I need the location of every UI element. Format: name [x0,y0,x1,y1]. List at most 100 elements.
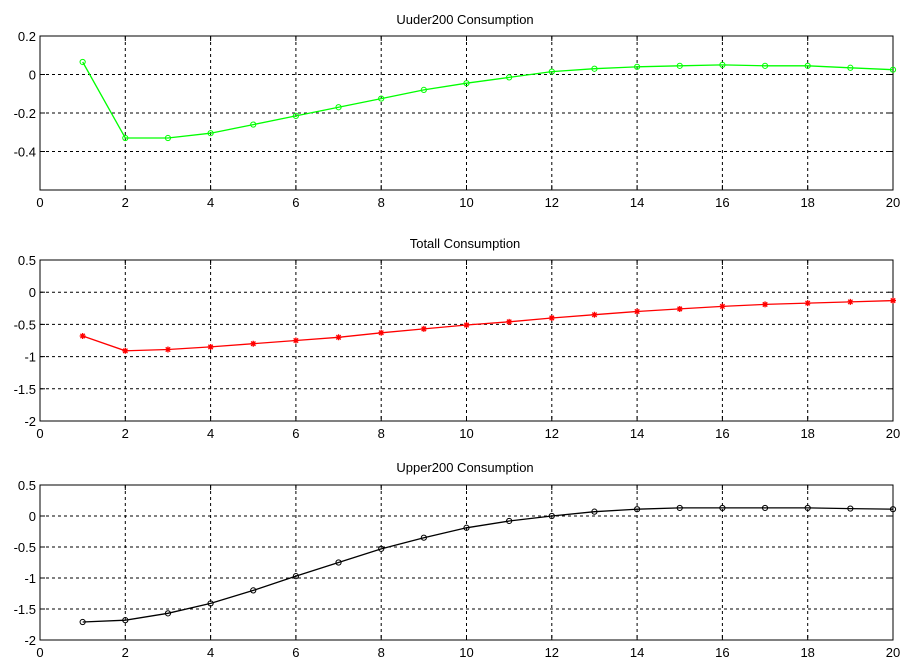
y-tick-label: -1.5 [14,602,36,617]
data-point [676,62,683,69]
data-point [761,504,769,512]
x-tick-label: 18 [800,195,814,210]
data-point [79,58,86,66]
data-point [420,86,427,94]
data-point [335,334,342,341]
y-tick-label: 0.5 [18,478,36,493]
x-tick-label: 4 [207,426,214,441]
x-tick-label: 4 [207,195,214,210]
data-point [804,62,811,69]
data-point [79,618,86,626]
y-tick-label: -1 [24,350,36,365]
data-point [463,80,470,87]
x-tick-label: 20 [886,426,900,441]
data-point [634,308,641,315]
data-point [164,134,172,142]
data-point [122,134,129,142]
y-tick-label: -2 [24,414,36,429]
y-tick-label: 0.2 [18,29,36,44]
chart-title: Upper200 Consumption [396,460,533,475]
data-point [292,573,299,580]
data-point [762,301,769,308]
x-tick-label: 4 [207,645,214,660]
data-point [207,130,214,137]
data-point [292,112,299,119]
x-tick-label: 16 [715,426,729,441]
x-tick-label: 18 [800,645,814,660]
x-tick-label: 2 [122,645,129,660]
x-tick-label: 8 [378,645,385,660]
x-tick-label: 2 [122,195,129,210]
data-point [506,74,513,81]
y-tick-label: -1.5 [14,382,36,397]
data-point [847,64,854,71]
data-point [463,322,470,329]
y-tick-label: 0 [29,68,36,83]
y-tick-label: -0.4 [14,145,36,160]
data-point [250,587,257,594]
x-tick-label: 2 [122,426,129,441]
data-point [847,298,854,305]
data-point [250,340,257,347]
x-tick-label: 14 [630,426,644,441]
data-point [634,506,641,513]
x-tick-label: 6 [292,195,299,210]
data-point [889,506,897,513]
data-point [164,346,171,353]
y-tick-label: 0 [29,509,36,524]
data-point [719,61,726,68]
data-point [548,314,555,321]
data-point [378,545,385,552]
data-point [676,305,683,312]
data-point [847,505,854,512]
x-tick-label: 10 [459,195,473,210]
data-point [804,504,811,512]
chart-uuder200-consumption: Uuder200 Consumption 0 2 4 6 8 10 12 14 16 18 20 -0… [14,12,901,210]
x-tick-label: 16 [715,195,729,210]
data-point [506,318,513,325]
x-tick-label: 0 [36,645,43,660]
x-tick-label: 14 [630,645,644,660]
x-tick-label: 8 [378,426,385,441]
data-point [207,600,214,607]
x-tick-label: 10 [459,645,473,660]
x-tick-label: 10 [459,426,473,441]
chart-title: Uuder200 Consumption [396,12,533,27]
x-tick-label: 20 [886,645,900,660]
data-point [548,68,555,75]
x-tick-label: 14 [630,195,644,210]
data-point [591,508,598,515]
data-point [890,297,896,304]
data-point [420,325,427,332]
x-tick-label: 12 [545,426,559,441]
data-point [591,311,598,318]
data-point [634,63,641,70]
data-point [719,504,726,512]
x-tick-label: 18 [800,426,814,441]
y-tick-label: -0.5 [14,317,36,332]
x-tick-label: 0 [36,195,43,210]
data-point [79,332,86,339]
data-point [164,610,172,617]
series-line [82,61,894,139]
x-tick-label: 6 [292,645,299,660]
data-point [676,504,683,512]
data-point [548,512,555,520]
chart-title: Totall Consumption [410,236,521,251]
data-point [250,121,257,128]
data-point [378,95,385,102]
data-point [207,343,214,350]
data-point [420,534,427,541]
data-point [335,104,342,111]
x-tick-label: 20 [886,195,900,210]
data-point [122,347,129,354]
data-point [804,300,811,307]
data-point [761,62,769,69]
x-tick-label: 0 [36,426,43,441]
chart-upper200-consumption: Upper200 Consumption 0 2 4 6 8 10 12 14 16 18 20 -2… [14,460,901,660]
x-tick-label: 12 [545,195,559,210]
data-point [506,517,513,525]
series-line [82,299,894,352]
x-tick-label: 8 [378,195,385,210]
